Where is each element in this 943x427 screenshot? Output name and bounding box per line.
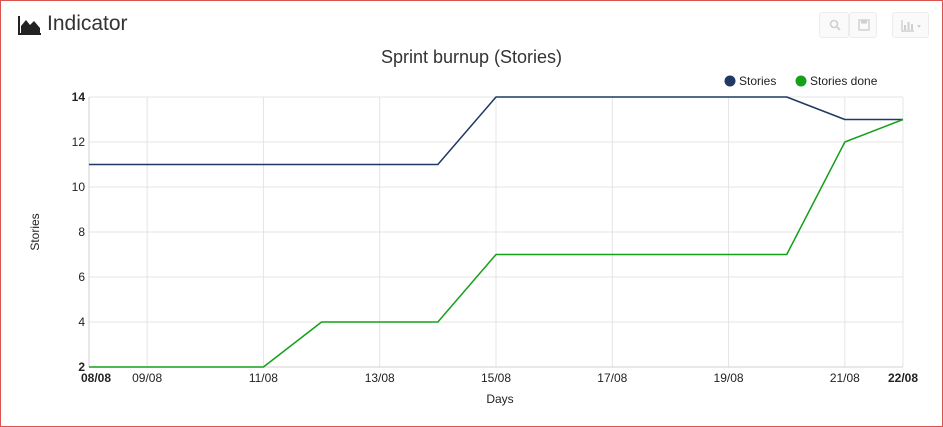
bar-chart-icon bbox=[901, 20, 921, 32]
save-button[interactable] bbox=[849, 12, 877, 38]
series-line bbox=[89, 96, 903, 166]
legend-label: Stories bbox=[739, 74, 776, 88]
legend-label: Stories done bbox=[810, 74, 878, 88]
x-tick-label: 09/08 bbox=[132, 371, 162, 385]
chart-type-dropdown[interactable] bbox=[892, 12, 929, 38]
y-tick-label: 2 bbox=[78, 360, 85, 374]
x-tick-label: 08/08 bbox=[81, 371, 111, 385]
y-tick-label: 12 bbox=[72, 135, 86, 149]
x-axis-title: Days bbox=[486, 392, 513, 406]
legend-marker bbox=[724, 75, 736, 87]
y-tick-label: 6 bbox=[78, 270, 85, 284]
x-tick-label: 19/08 bbox=[714, 371, 744, 385]
area-chart-icon bbox=[18, 16, 41, 35]
x-tick-label: 22/08 bbox=[888, 371, 918, 385]
panel-header: Indicator bbox=[0, 0, 941, 50]
y-tick-label: 10 bbox=[72, 180, 86, 194]
y-tick-label: 4 bbox=[78, 315, 85, 329]
y-tick-label: 14 bbox=[72, 90, 86, 104]
x-tick-label: 11/08 bbox=[249, 371, 278, 385]
zoom-button[interactable] bbox=[819, 12, 849, 38]
x-tick-label: 17/08 bbox=[597, 371, 627, 385]
chart-title: Sprint burnup (Stories) bbox=[380, 47, 563, 67]
search-icon bbox=[829, 19, 841, 31]
y-axis-title: Stories bbox=[28, 213, 42, 250]
x-tick-label: 15/08 bbox=[481, 371, 511, 385]
x-tick-label: 21/08 bbox=[830, 371, 860, 385]
save-icon bbox=[858, 19, 870, 31]
panel-title: Indicator bbox=[47, 12, 128, 35]
legend-marker bbox=[795, 75, 807, 87]
x-tick-label: 13/08 bbox=[365, 371, 395, 385]
series-line bbox=[89, 118, 904, 368]
y-tick-label: 8 bbox=[78, 225, 85, 239]
